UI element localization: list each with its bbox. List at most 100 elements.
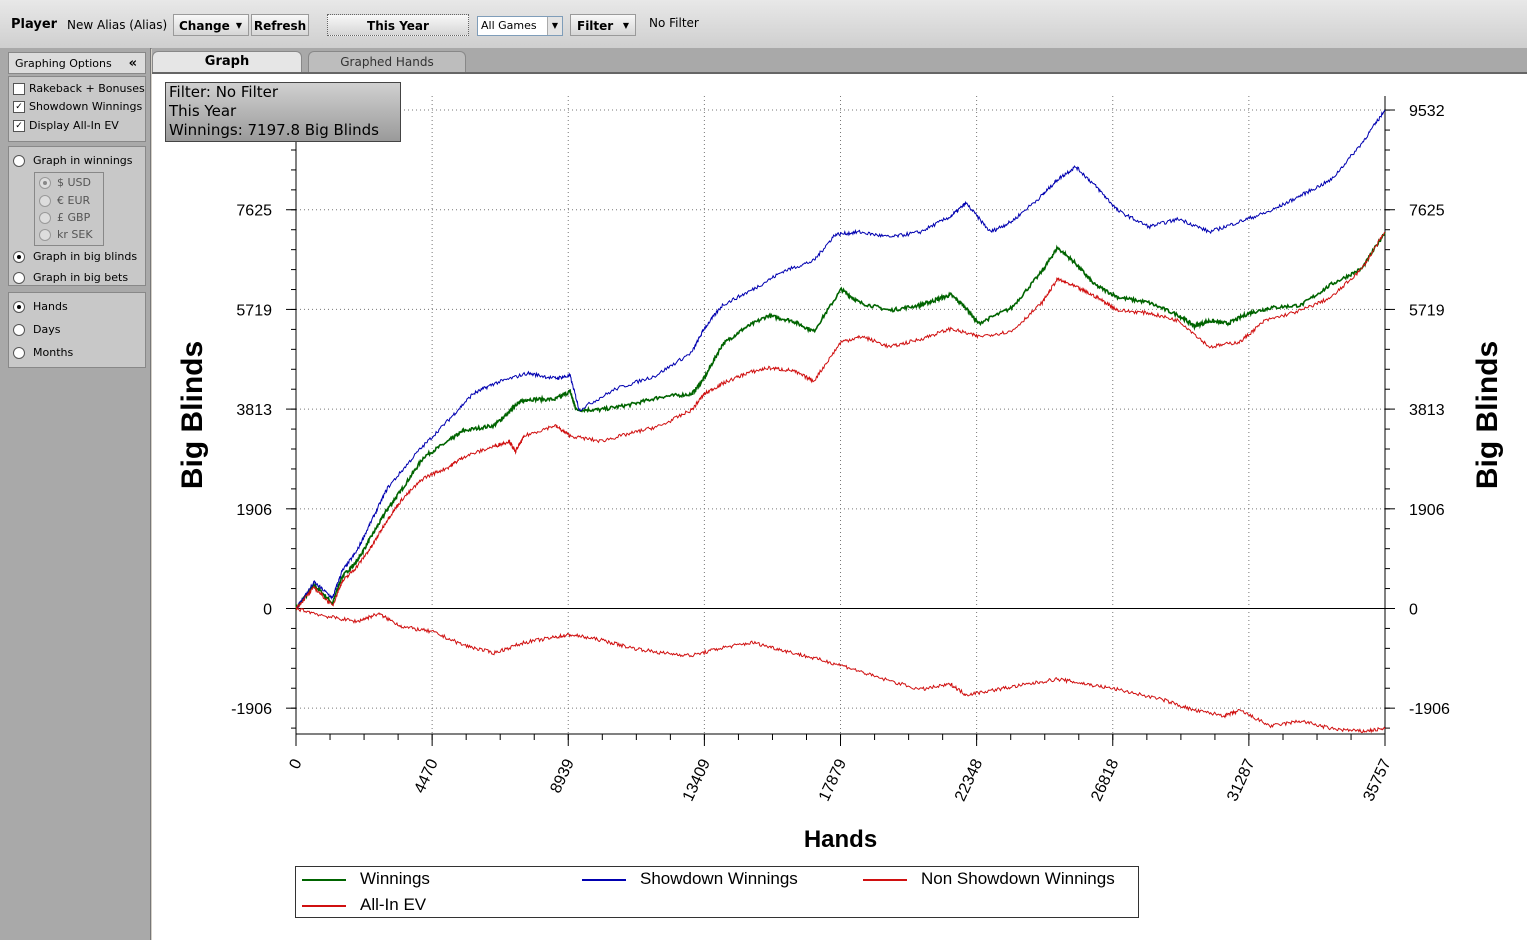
period-button[interactable]: This Year	[327, 14, 469, 36]
filter-button[interactable]: Filter ▼	[570, 14, 636, 36]
y-tick-label-right: 3813	[1409, 402, 1445, 419]
unit-days-label: Days	[33, 323, 61, 336]
showdown-label: Showdown Winnings	[29, 100, 143, 113]
graph-area: -1906 -1906 0 0 1906 1906 3813 3813 5719 5719 7625…	[152, 72, 1527, 940]
radio-button[interactable]	[13, 301, 25, 313]
legend-item: All-In EV	[302, 894, 426, 916]
info-filter: Filter: No Filter	[169, 83, 279, 101]
checkbox-box[interactable]	[13, 83, 25, 95]
change-label: Change	[179, 19, 230, 33]
change-button[interactable]: Change ▼	[173, 14, 249, 36]
radio-button[interactable]	[13, 324, 25, 336]
currency-sek-radio: kr SEK	[39, 227, 93, 243]
currency-eur-label: € EUR	[57, 194, 91, 207]
y-tick-label-left: 5719	[236, 302, 272, 319]
x-tick-label: 22348	[952, 756, 986, 804]
legend-item: Non Showdown Winnings	[863, 868, 1115, 890]
unit-hands-radio[interactable]: Hands	[13, 299, 68, 315]
radio-button	[39, 229, 51, 241]
x-tick-label: 8939	[547, 756, 577, 796]
refresh-button[interactable]: Refresh	[251, 14, 309, 36]
check-icon[interactable]: ✓	[13, 120, 25, 132]
showdown-checkbox[interactable]: ✓ Showdown Winnings	[13, 99, 142, 115]
y-axis-title-right: Big Blinds	[1471, 341, 1504, 489]
games-select[interactable]: All Games ▼	[477, 16, 563, 36]
x-tick-label: 4470	[411, 756, 441, 796]
graph-info-box: Filter: No Filter This Year Winnings: 71…	[165, 82, 401, 142]
filter-status: No Filter	[649, 16, 699, 30]
winnings-chart[interactable]: -1906 -1906 0 0 1906 1906 3813 3813 5719 5719 7625…	[152, 74, 1527, 940]
y-tick-label-right: 0	[1409, 601, 1418, 618]
y-tick-label-left: -1906	[231, 701, 272, 718]
currency-eur-radio: € EUR	[39, 193, 90, 209]
unit-hands-label: Hands	[33, 300, 68, 313]
y-tick-label-left: 0	[263, 601, 272, 618]
radio-button[interactable]	[13, 155, 25, 167]
currency-gbp-radio: £ GBP	[39, 210, 90, 226]
graphing-options-panel: Graphing Options « Rakeback + Bonuses ✓ S…	[0, 48, 151, 940]
y-tick-label-left: 3813	[236, 402, 272, 419]
graphing-options-header: Graphing Options «	[8, 52, 146, 74]
legend-swatch	[863, 878, 907, 881]
radio-button[interactable]	[13, 251, 25, 263]
radio-button	[39, 195, 51, 207]
currency-sek-label: kr SEK	[57, 228, 93, 241]
x-tick-label: 35757	[1360, 756, 1394, 804]
currency-usd-radio: $ USD	[39, 175, 91, 191]
x-tick-label: 31287	[1224, 756, 1258, 804]
y-tick-label-right: 5719	[1409, 302, 1445, 319]
x-tick-label: 17879	[816, 756, 850, 804]
toolbar: Player New Alias (Alias) Change ▼ Refres…	[0, 0, 1527, 49]
chevron-down-icon: ▼	[622, 21, 629, 30]
graph-bigblinds-label: Graph in big blinds	[33, 250, 138, 263]
radio-button	[39, 212, 51, 224]
unit-days-radio[interactable]: Days	[13, 322, 60, 338]
graph-bigbets-radio[interactable]: Graph in big bets	[13, 270, 128, 286]
radio-button	[39, 177, 51, 189]
allin-ev-label: Display All-In EV	[29, 119, 119, 132]
legend-swatch	[302, 878, 346, 881]
legend-item: Winnings	[302, 868, 430, 890]
y-tick-label-right: 1906	[1409, 502, 1445, 519]
player-alias: New Alias (Alias)	[67, 18, 168, 32]
chart-legend: Winnings Showdown Winnings Non Showdown Wi…	[295, 866, 1139, 918]
legend-swatch	[582, 878, 626, 881]
check-icon[interactable]: ✓	[13, 101, 25, 113]
currency-gbp-label: £ GBP	[57, 211, 91, 224]
rakeback-checkbox[interactable]: Rakeback + Bonuses	[13, 81, 145, 97]
series-line-all-in-ev	[295, 607, 1386, 734]
series-line-showdown-winnings	[295, 109, 1386, 609]
y-tick-label-left: 1906	[236, 502, 272, 519]
chevron-down-icon: ▼	[235, 21, 242, 30]
filter-label: Filter	[577, 19, 614, 33]
legend-label: Winnings	[360, 869, 430, 888]
x-axis-title: Hands	[804, 826, 877, 853]
collapse-icon[interactable]: «	[128, 56, 137, 71]
x-tick-label: 13409	[680, 756, 714, 804]
y-tick-label-right: -1906	[1409, 701, 1450, 718]
y-tick-label-right: 7625	[1409, 203, 1445, 220]
radio-button[interactable]	[13, 272, 25, 284]
graph-winnings-radio[interactable]: Graph in winnings	[13, 153, 133, 169]
x-tick-label: 0	[286, 756, 305, 771]
radio-button[interactable]	[13, 347, 25, 359]
graph-mode-group: Graph in winnings Graph in big blinds Gr…	[8, 146, 146, 286]
y-tick-label-right: 9532	[1409, 103, 1445, 120]
graph-winnings-label: Graph in winnings	[33, 154, 133, 167]
games-select-value: All Games	[481, 19, 537, 32]
graph-bigblinds-radio[interactable]: Graph in big blinds	[13, 249, 137, 265]
allin-ev-checkbox[interactable]: ✓ Display All-In EV	[13, 118, 119, 134]
currency-group: $ USD € EUR £ GBP kr SEK	[34, 172, 104, 246]
legend-swatch	[302, 904, 346, 907]
legend-label: All-In EV	[360, 895, 427, 914]
unit-months-label: Months	[33, 346, 74, 359]
tab-graphed-hands[interactable]: Graphed Hands	[308, 51, 466, 72]
y-axis-title-left: Big Blinds	[176, 341, 209, 489]
tab-graph[interactable]: Graph	[152, 51, 302, 72]
graphing-options-title: Graphing Options	[15, 57, 112, 70]
series-line-non-showdown-winnings	[295, 231, 1386, 611]
legend-item: Showdown Winnings	[582, 868, 798, 890]
graph-bigbets-label: Graph in big bets	[33, 271, 129, 284]
chevron-down-icon[interactable]: ▼	[547, 17, 562, 35]
unit-months-radio[interactable]: Months	[13, 345, 73, 361]
